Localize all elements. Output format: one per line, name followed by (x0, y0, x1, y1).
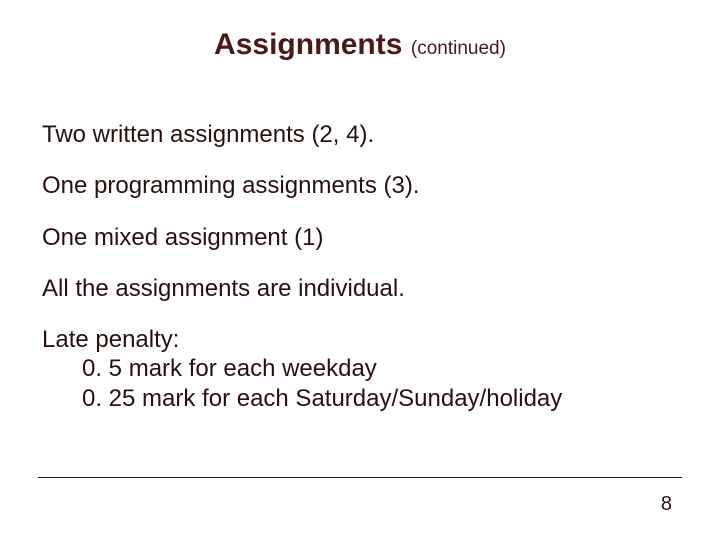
page-number: 8 (661, 493, 672, 516)
penalty-line: 0. 5 mark for each weekday (42, 354, 678, 383)
horizontal-rule (38, 477, 682, 478)
penalty-line: 0. 25 mark for each Saturday/Sunday/holi… (42, 384, 678, 413)
slide-title: Assignments (continued) (0, 28, 720, 62)
body-paragraph: Two written assignments (2, 4). (42, 120, 678, 149)
body-paragraph: All the assignments are individual. (42, 274, 678, 303)
body-paragraph: One mixed assignment (1) (42, 223, 678, 252)
body-paragraph: Late penalty: 0. 5 mark for each weekday… (42, 325, 678, 413)
title-main: Assignments (214, 28, 402, 61)
slide-body: Two written assignments (2, 4). One prog… (42, 120, 678, 413)
body-paragraph: One programming assignments (3). (42, 171, 678, 200)
title-sub: (continued) (411, 38, 506, 59)
penalty-heading: Late penalty: (42, 325, 678, 354)
slide: Assignments (continued) Two written assi… (0, 0, 720, 540)
